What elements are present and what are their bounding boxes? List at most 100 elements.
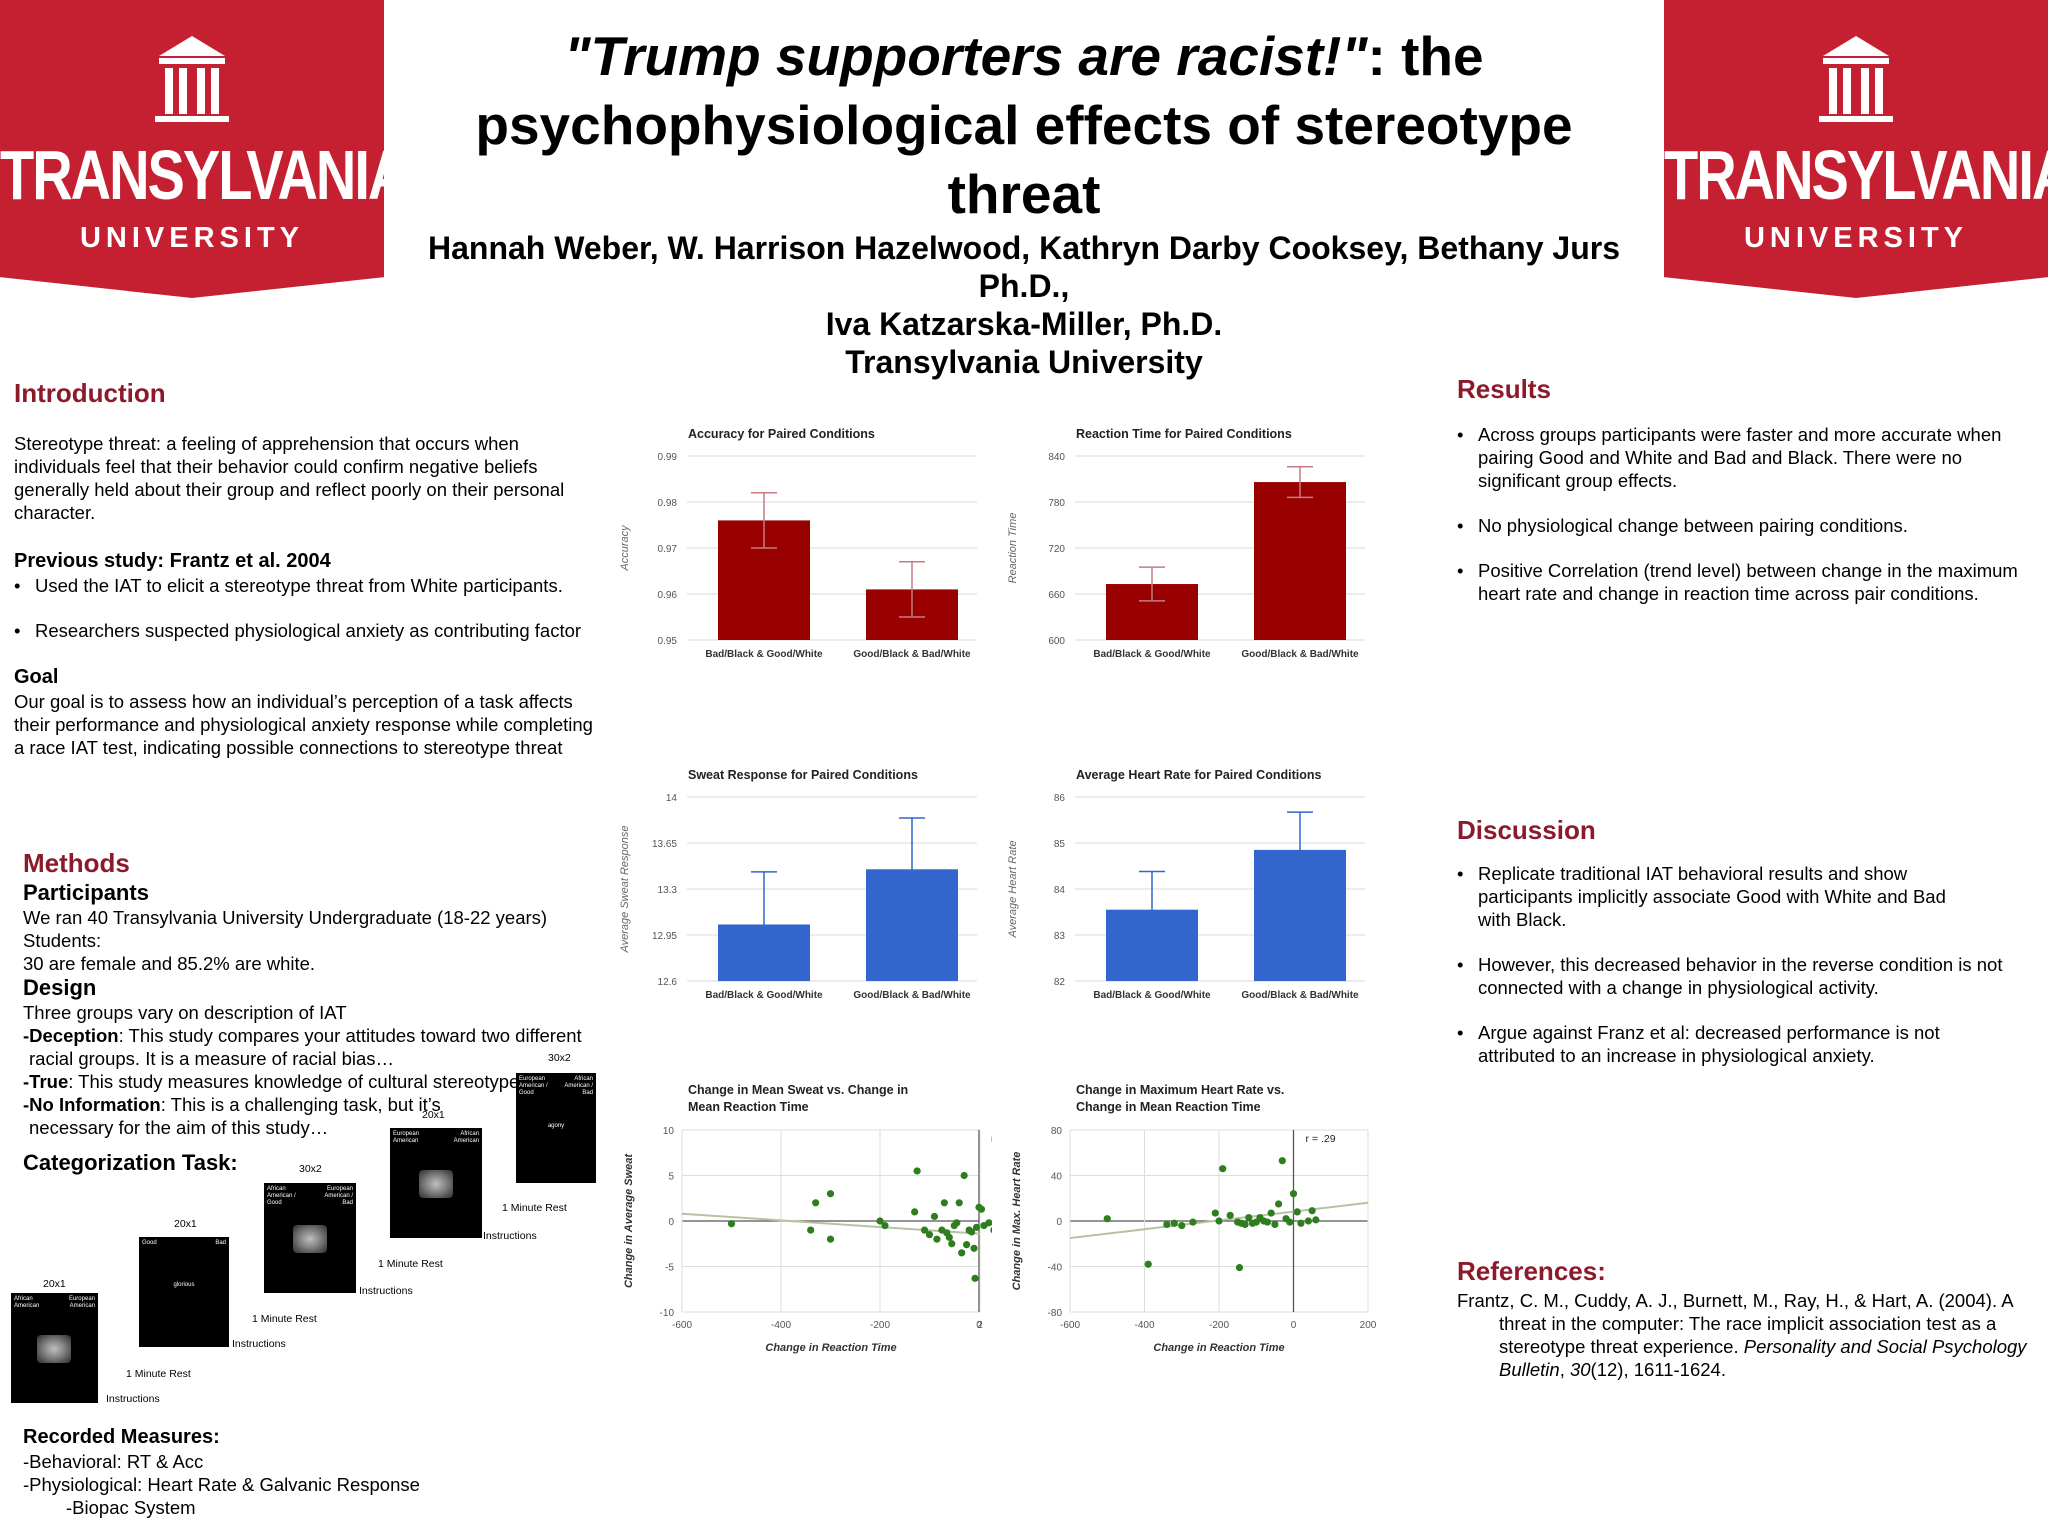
design-heading: Design xyxy=(23,975,97,1000)
data-point xyxy=(972,1223,981,1231)
x-tick-label: -200 xyxy=(1209,1320,1229,1331)
university-logo-left: TRANSYLVANIA UNIVERSITY xyxy=(0,0,384,298)
recorded-line-biopac: -Biopac System xyxy=(66,1497,196,1518)
list-item: Used the IAT to elicit a stereotype thre… xyxy=(14,574,604,597)
category-label: Good/Black & Bad/White xyxy=(1241,649,1359,660)
data-point xyxy=(911,1208,919,1216)
data-point xyxy=(1163,1220,1171,1229)
y-tick-label: 5 xyxy=(668,1172,674,1183)
title-quote: "Trump supporters are racist!" xyxy=(564,25,1368,87)
noinfo-text-2: necessary for the aim of this study… xyxy=(29,1117,329,1138)
building-icon xyxy=(1819,36,1893,122)
poster-header: "Trump supporters are racist!": the psyc… xyxy=(400,22,1648,381)
x-tick-label: -200 xyxy=(870,1320,890,1331)
heartrate-vs-rt-scatter: Change in Maximum Heart Rate vs. Change i… xyxy=(1011,1083,1377,1354)
block-count: 20x1 xyxy=(43,1278,66,1290)
data-point xyxy=(985,1219,992,1227)
x-tick-label: 2 xyxy=(977,1320,983,1331)
deception-condition: -Deception: This study compares your att… xyxy=(23,1024,603,1047)
y-tick-label: 0.98 xyxy=(658,498,678,509)
y-tick-label: 86 xyxy=(1054,793,1066,804)
results-list: Across groups participants were faster a… xyxy=(1457,423,2027,605)
accuracy-bar-chart: Accuracy for Paired Conditions 0.99 0.98 0.… xyxy=(619,427,977,660)
reference-pages: (12), 1611-1624. xyxy=(1590,1359,1726,1380)
category-label: Bad/Black & Good/White xyxy=(705,990,823,1001)
y-tick-label: 720 xyxy=(1048,544,1065,555)
true-condition: -True: This study measures knowledge of … xyxy=(23,1070,603,1093)
data-point xyxy=(1267,1209,1275,1217)
reaction-time-bar-chart: Reaction Time for Paired Conditions 840 78… xyxy=(1007,427,1365,660)
category-label: Bad/Black & Good/White xyxy=(1093,990,1211,1001)
chart-title: Accuracy for Paired Conditions xyxy=(688,427,875,441)
heart-rate-bar-chart: Average Heart Rate for Paired Conditions… xyxy=(1007,768,1365,1001)
data-point xyxy=(812,1199,820,1207)
y-tick-label: -80 xyxy=(1048,1308,1063,1319)
goal-text: Our goal is to assess how an individual’… xyxy=(14,691,593,758)
noinfo-label: -No Information xyxy=(23,1094,161,1115)
word-stimulus: glorious xyxy=(173,1282,195,1288)
data-point xyxy=(1297,1219,1305,1227)
introduction-heading: Introduction xyxy=(14,378,166,408)
y-tick-label: 12.95 xyxy=(652,931,677,942)
data-point xyxy=(1219,1165,1227,1173)
screen-left-category: African American xyxy=(14,1296,40,1309)
data-point xyxy=(1308,1207,1316,1215)
data-point xyxy=(963,1241,971,1249)
instructions-label: Instructions xyxy=(483,1230,537,1242)
y-tick-label: 780 xyxy=(1048,498,1065,509)
list-item: Researchers suspected physiological anxi… xyxy=(14,619,604,642)
chart-title: Change in Mean Sweat vs. Change in xyxy=(688,1083,908,1097)
y-axis-label: Reaction Time xyxy=(1007,513,1019,584)
chart-title: Sweat Response for Paired Conditions xyxy=(688,768,918,782)
category-label: Good/Black & Bad/White xyxy=(853,990,971,1001)
data-point xyxy=(990,1227,992,1234)
instructions-label: Instructions xyxy=(232,1338,286,1350)
y-tick-label: -5 xyxy=(665,1263,674,1274)
data-point xyxy=(826,1190,835,1198)
data-point xyxy=(1170,1219,1178,1227)
author-line-1: Hannah Weber, W. Harrison Hazelwood, Kat… xyxy=(428,230,1620,266)
instructions-label: Instructions xyxy=(106,1393,160,1405)
y-tick-label: 0.95 xyxy=(658,636,678,647)
methods-body: Participants We ran 40 Transylvania Univ… xyxy=(23,880,603,1139)
results-heading: Results xyxy=(1457,374,1551,404)
deception-text-2: racial groups. It is a measure of racial… xyxy=(29,1048,395,1069)
iat-screen: African American European American xyxy=(11,1293,98,1403)
chart-title: Change in Mean Reaction Time xyxy=(1076,1100,1261,1114)
logo-subtext: UNIVERSITY xyxy=(1743,222,1969,254)
sweat-vs-rt-scatter: Change in Mean Sweat vs. Change in Mean R… xyxy=(623,1083,992,1354)
trend-line xyxy=(681,1212,981,1235)
chart-title: Average Heart Rate for Paired Conditions xyxy=(1076,768,1321,782)
block-count: 20x1 xyxy=(174,1218,197,1230)
data-point xyxy=(1275,1200,1283,1208)
data-point xyxy=(920,1226,929,1234)
logo-subtext: UNIVERSITY xyxy=(79,222,305,254)
recorded-line-behavioral: -Behavioral: RT & Acc xyxy=(23,1451,204,1472)
screen-right-category: African American xyxy=(453,1131,479,1144)
title-rest: : the psychophysiological effects of ste… xyxy=(475,25,1573,225)
noinfo-text: : This is a challenging task, but it’s xyxy=(160,1094,441,1115)
data-point xyxy=(1263,1218,1272,1226)
true-text: : This study measures knowledge of cultu… xyxy=(68,1071,534,1092)
x-tick-label: 0 xyxy=(976,1320,982,1331)
categorization-task-heading: Categorization Task: xyxy=(23,1150,238,1175)
chart-title: Change in Maximum Heart Rate vs. xyxy=(1076,1083,1284,1097)
data-point xyxy=(1304,1217,1312,1225)
correlation-annotation: r = -.11 xyxy=(991,1133,992,1145)
x-tick-label: -400 xyxy=(1134,1320,1154,1331)
data-point xyxy=(930,1212,939,1221)
chart-title: Mean Reaction Time xyxy=(688,1100,809,1114)
previous-study-heading: Previous study: Frantz et al. 2004 xyxy=(14,550,331,572)
y-tick-label: 13.3 xyxy=(658,885,678,896)
data-point xyxy=(960,1171,968,1180)
results-body: Across groups participants were faster a… xyxy=(1457,423,2027,627)
affiliation: Transylvania University xyxy=(845,344,1203,380)
data-point xyxy=(727,1220,736,1228)
iat-screen: European American African American xyxy=(390,1128,482,1238)
data-point xyxy=(1312,1216,1320,1224)
references-heading: References: xyxy=(1457,1256,1606,1286)
y-tick-label: 0.96 xyxy=(658,590,678,601)
deception-text: : This study compares your attitudes tow… xyxy=(118,1025,582,1046)
data-point xyxy=(958,1249,966,1257)
goal-heading: Goal xyxy=(14,666,59,688)
